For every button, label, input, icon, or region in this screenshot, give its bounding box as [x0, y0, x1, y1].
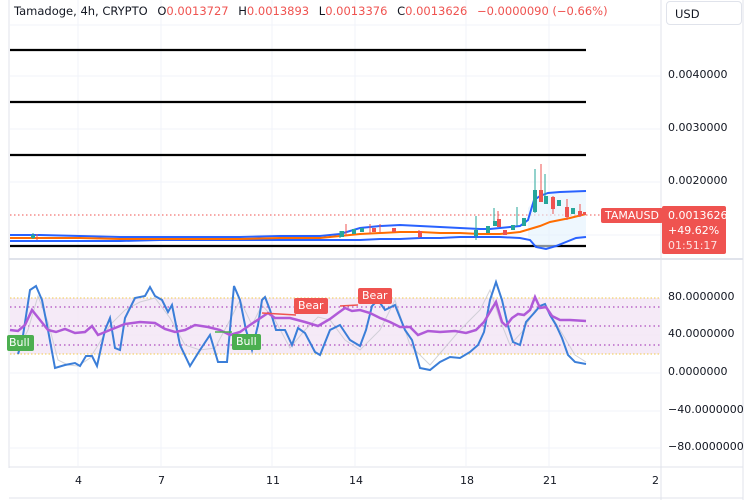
stoch-d-line: [17, 288, 587, 367]
bear-signal-label[interactable]: Bear: [358, 288, 392, 304]
rsi-line: [9, 293, 587, 337]
bull-signal-label[interactable]: Bull: [232, 334, 261, 350]
bar-countdown: 01:51:17: [668, 239, 718, 252]
time-axis-label: 21: [543, 474, 557, 487]
time-axis-label: 18: [460, 474, 474, 487]
oscillator-axis-label: 0.0000000: [668, 365, 728, 378]
time-axis-label: 2: [652, 474, 659, 487]
bear-signal-line: [261, 312, 297, 316]
candles[interactable]: [31, 164, 586, 240]
oscillator-axis-label: 80.0000000: [668, 290, 735, 303]
high-value: 0.0013893: [246, 4, 310, 18]
time-axis-label: 4: [75, 474, 82, 487]
current-price: 0.0013626: [668, 209, 728, 222]
bear-signal-label[interactable]: Bear: [294, 298, 328, 314]
oscillator-axis-label: −80.0000000: [668, 440, 744, 453]
change-value: −0.0000090 (−0.66%): [476, 4, 608, 18]
currency-button[interactable]: USD: [666, 1, 742, 25]
open-value: 0.0013727: [166, 4, 229, 18]
bb-upper-band: [10, 190, 587, 238]
time-axis-label: 7: [158, 474, 165, 487]
time-axis-label: 11: [266, 474, 280, 487]
close-value: 0.0013626: [405, 4, 468, 18]
time-axis-label: 14: [349, 474, 363, 487]
current-price-tag: 0.0013626 +49.62% 01:51:17: [662, 206, 728, 254]
oscillator-axis-label: −40.0000000: [668, 403, 744, 416]
price-axis-label: 0.0040000: [668, 68, 728, 81]
close-label: C: [397, 4, 406, 18]
bull-signal-label[interactable]: Bull: [7, 335, 34, 351]
low-value: 0.0013376: [325, 4, 388, 18]
symbol-tag: TAMAUSD: [601, 208, 663, 223]
oscillator-axis-label: 40.0000000: [668, 327, 735, 340]
ohlc-legend: Tamadoge, 4h, CRYPTO O0.0013727 H0.00138…: [14, 4, 608, 18]
horizontal-levels[interactable]: [10, 48, 586, 248]
open-label: O: [157, 4, 167, 18]
bear-signal-line: [339, 304, 359, 307]
bb-basis: [10, 213, 587, 240]
stoch-k-line: [17, 278, 587, 372]
change-percent: +49.62%: [668, 224, 720, 237]
low-label: L: [318, 4, 326, 18]
price-axis-label: 0.0020000: [668, 174, 728, 187]
symbol-title[interactable]: Tamadoge, 4h, CRYPTO: [14, 4, 148, 18]
high-label: H: [238, 4, 247, 18]
price-axis-label: 0.0030000: [668, 121, 728, 134]
